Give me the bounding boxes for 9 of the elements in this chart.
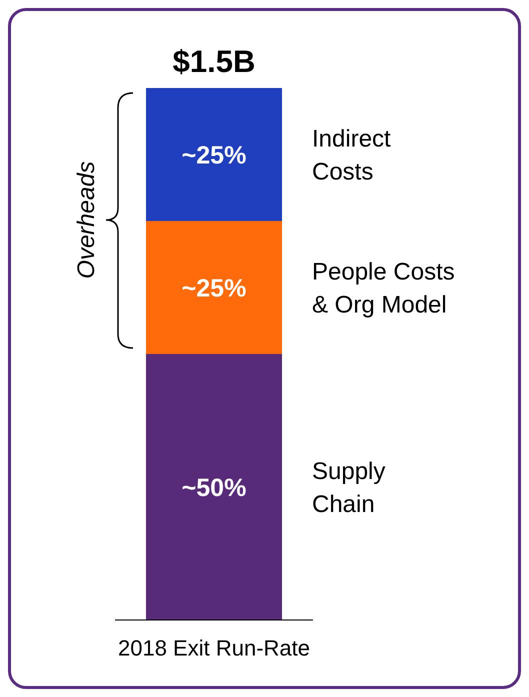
data-label: ~25% <box>182 142 246 170</box>
series-label: People Costs & Org Model <box>312 258 455 318</box>
series-label: Supply Chain <box>312 458 386 518</box>
x-tick-label: 2018 Exit Run-Rate <box>118 636 310 661</box>
series-label: Indirect Costs <box>312 126 392 186</box>
text: Overheads <box>73 161 100 279</box>
chart-title: $1.5B <box>172 44 256 79</box>
data-label: ~25% <box>182 274 246 302</box>
data-label: ~50% <box>182 474 246 502</box>
